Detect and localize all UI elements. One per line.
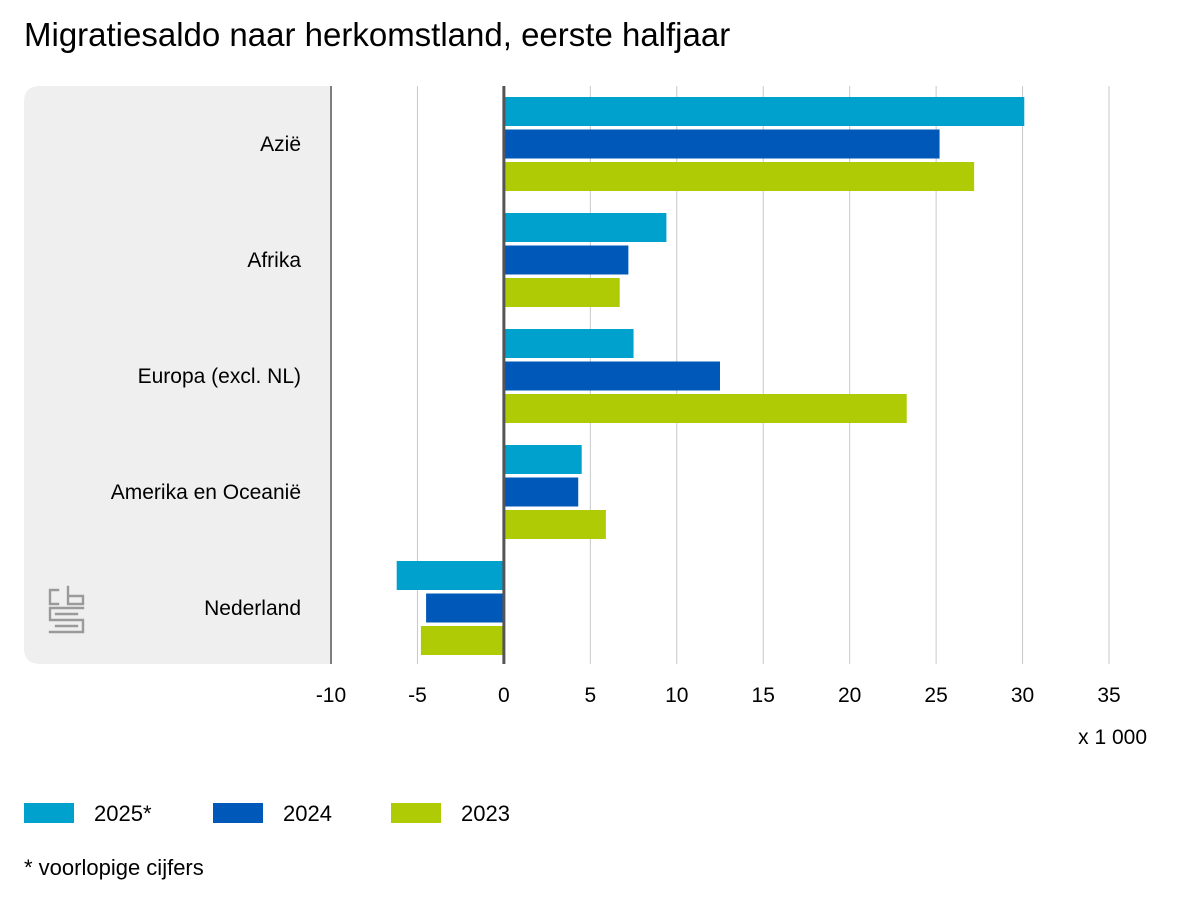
x-tick-label: 30 [1011,684,1034,707]
x-tick-label: 35 [1097,684,1120,707]
bar-europa-excl-nl-2023 [503,394,907,423]
x-tick-label: 25 [924,684,947,707]
x-tick-label: -5 [408,684,427,707]
legend-label: 2025* [94,801,152,826]
category-label: Nederland [204,597,301,620]
x-tick-label: 5 [584,684,596,707]
x-tick-label: 0 [498,684,510,707]
bar-nederland-2025 [396,561,504,590]
bar-afrika-2025 [503,213,667,242]
x-tick-label: 15 [752,684,775,707]
cbs-logo-icon [48,585,85,634]
bars [396,97,1025,655]
legend: 2025* 2024 2023 [24,801,510,826]
legend-swatch-2023 [391,803,441,823]
chart-title: Migratiesaldo naar herkomstland, eerste … [24,16,730,53]
axes [330,86,506,664]
legend-swatch-2025 [24,803,74,823]
category-label: Europa (excl. NL) [138,365,301,388]
x-tick-label: -10 [316,684,346,707]
bar-europa-excl-nl-2025 [503,329,634,358]
x-axis-unit-label: x 1 000 [1078,726,1147,749]
x-tick-label: 10 [665,684,688,707]
legend-label: 2024 [283,801,332,826]
bar-afrika-2024 [503,245,629,275]
bar-amerika-en-oceani-2023 [503,510,606,539]
bar-nederland-2023 [420,626,504,655]
category-label: Afrika [247,249,301,272]
x-tick-labels: -10 -5 0 5 10 15 20 25 30 35 [316,684,1121,707]
legend-swatch-2024 [213,803,263,823]
bar-azi-2023 [503,162,975,191]
bar-afrika-2023 [503,278,620,307]
bar-azi-2024 [503,129,940,159]
x-tick-label: 20 [838,684,861,707]
legend-label: 2023 [461,801,510,826]
bar-amerika-en-oceani-2025 [503,445,582,474]
bar-europa-excl-nl-2024 [503,361,720,391]
category-labels: Azië Afrika Europa (excl. NL) Amerika en Oc… [111,133,302,620]
bar-amerika-en-oceani-2024 [503,477,579,507]
category-label-panel [24,86,330,664]
bar-nederland-2024 [426,593,504,623]
category-label: Azië [260,133,301,156]
footnote: * voorlopige cijfers [24,855,204,880]
category-label: Amerika en Oceanië [111,481,301,504]
bar-azi-2025 [503,97,1025,126]
